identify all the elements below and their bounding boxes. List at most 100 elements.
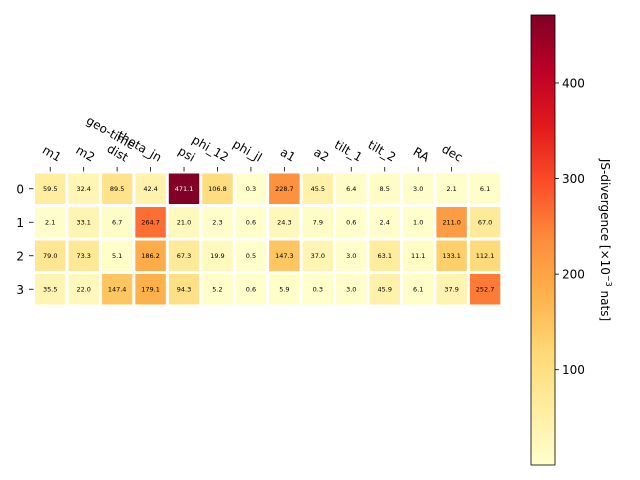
cell-value-label: 211.0 xyxy=(442,219,461,227)
x-tick-label: tilt_2 xyxy=(365,138,398,165)
heatmap-cell xyxy=(202,240,233,271)
cell-value-label: 19.9 xyxy=(210,252,224,260)
cell-value-label: 0.3 xyxy=(313,286,323,294)
heatmap-cell xyxy=(235,240,267,271)
colorbar: 100 200 300 400 xyxy=(530,14,585,466)
heatmap-cell xyxy=(101,240,133,271)
cell-value-label: 6.4 xyxy=(346,185,356,193)
cell-value-label: 112.1 xyxy=(476,252,495,260)
colorbar-gradient xyxy=(530,14,556,466)
heatmap-cell xyxy=(436,173,467,204)
cell-value-label: 133.1 xyxy=(442,252,461,260)
cell-value-label: 89.5 xyxy=(110,185,124,193)
heatmap-cell xyxy=(302,274,334,305)
cell-value-label: 67.3 xyxy=(177,252,191,260)
y-tick-label: 2 xyxy=(16,249,24,263)
heatmap-cell xyxy=(68,173,99,204)
heatmap-cell xyxy=(402,173,434,204)
x-tick-label: tilt_1 xyxy=(332,138,365,165)
cell-value-label: 67.0 xyxy=(478,219,492,227)
heatmap-cell xyxy=(369,274,400,305)
heatmap-cell xyxy=(101,207,133,238)
heatmap-cell xyxy=(135,274,166,305)
cell-value-label: 37.9 xyxy=(444,286,458,294)
heatmap-cell xyxy=(68,274,99,305)
heatmap-cell xyxy=(68,240,99,271)
heatmap-cell xyxy=(336,274,367,305)
heatmap-cell xyxy=(35,274,66,305)
cell-value-label: 179.1 xyxy=(141,286,160,294)
x-tick-label: phi_12 xyxy=(189,133,230,165)
heatmap-cells: 59.5 32.4 89.5 42.4 471.1 106.8 0.3 228.7 45.5 6.… xyxy=(35,173,501,305)
cell-value-label: 45.5 xyxy=(311,185,325,193)
heatmap-cell xyxy=(269,274,300,305)
cell-value-label: 6.7 xyxy=(112,219,122,227)
heatmap-cell xyxy=(101,274,133,305)
heatmap-cell xyxy=(369,173,400,204)
heatmap-cell xyxy=(235,274,267,305)
cell-value-label: 2.3 xyxy=(212,219,222,227)
x-tick-label: dec xyxy=(439,142,465,165)
cell-value-label: 79.0 xyxy=(43,252,57,260)
heatmap-cell xyxy=(135,240,166,271)
colorbar-tick-label: 400 xyxy=(562,76,585,90)
heatmap-cell xyxy=(68,207,99,238)
heatmap-cell xyxy=(302,240,334,271)
colorbar-tick-label: 200 xyxy=(562,268,585,282)
cell-value-label: 94.3 xyxy=(177,286,191,294)
heatmap-cell xyxy=(336,173,367,204)
cell-value-label: 1.0 xyxy=(413,219,423,227)
cell-value-label: 42.4 xyxy=(143,185,157,193)
cell-value-label: 24.3 xyxy=(277,219,291,227)
y-tick-label: 0 xyxy=(16,182,24,196)
heatmap-cell xyxy=(369,207,400,238)
cell-value-label: 147.4 xyxy=(108,286,127,294)
cell-value-label: 33.1 xyxy=(76,219,90,227)
cell-value-label: 59.5 xyxy=(43,185,57,193)
x-tick-label: m1 xyxy=(40,143,64,165)
heatmap-cell xyxy=(235,173,267,204)
heatmap-cell xyxy=(402,240,434,271)
heatmap-cell xyxy=(302,173,334,204)
heatmap-cell xyxy=(202,173,233,204)
heatmap-cell xyxy=(436,207,467,238)
cell-value-label: 5.1 xyxy=(112,252,122,260)
cell-value-label: 2.4 xyxy=(380,219,390,227)
heatmap-cell xyxy=(469,207,501,238)
heatmap-cell xyxy=(469,240,501,271)
heatmap-cell xyxy=(269,207,300,238)
y-tick-label: 3 xyxy=(16,283,24,297)
cell-value-label: 2.1 xyxy=(45,219,55,227)
cell-value-label: 21.0 xyxy=(177,219,191,227)
heatmap-cell xyxy=(402,207,434,238)
cell-value-label: 8.5 xyxy=(380,185,390,193)
heatmap-cell xyxy=(402,274,434,305)
cell-value-label: 0.6 xyxy=(246,219,256,227)
colorbar-tick-label: 100 xyxy=(562,363,585,377)
cell-value-label: 3.0 xyxy=(346,252,356,260)
heatmap-cell xyxy=(269,240,300,271)
cell-value-label: 186.2 xyxy=(141,252,160,260)
y-tick-label: 1 xyxy=(16,216,24,230)
colorbar-tick-label: 300 xyxy=(562,172,585,186)
colorbar-label: JS-divergence [×10−3 nats] xyxy=(598,158,613,321)
heatmap-cell xyxy=(235,207,267,238)
heatmap-cell xyxy=(436,274,467,305)
cell-value-label: 106.8 xyxy=(208,185,227,193)
cell-value-label: 5.9 xyxy=(279,286,289,294)
cell-value-label: 264.7 xyxy=(141,219,160,227)
heatmap-cell xyxy=(336,207,367,238)
x-tick-label: m2 xyxy=(73,143,97,165)
heatmap-cell xyxy=(336,240,367,271)
cell-value-label: 228.7 xyxy=(275,185,294,193)
cell-value-label: 63.1 xyxy=(377,252,391,260)
heatmap-cell xyxy=(269,173,300,204)
cell-value-label: 0.3 xyxy=(246,185,256,193)
cell-value-label: 11.1 xyxy=(411,252,425,260)
heatmap-cell xyxy=(168,274,200,305)
heatmap-cell xyxy=(469,274,501,305)
cell-value-label: 22.0 xyxy=(76,286,90,294)
x-tick-label: a2 xyxy=(311,145,331,165)
